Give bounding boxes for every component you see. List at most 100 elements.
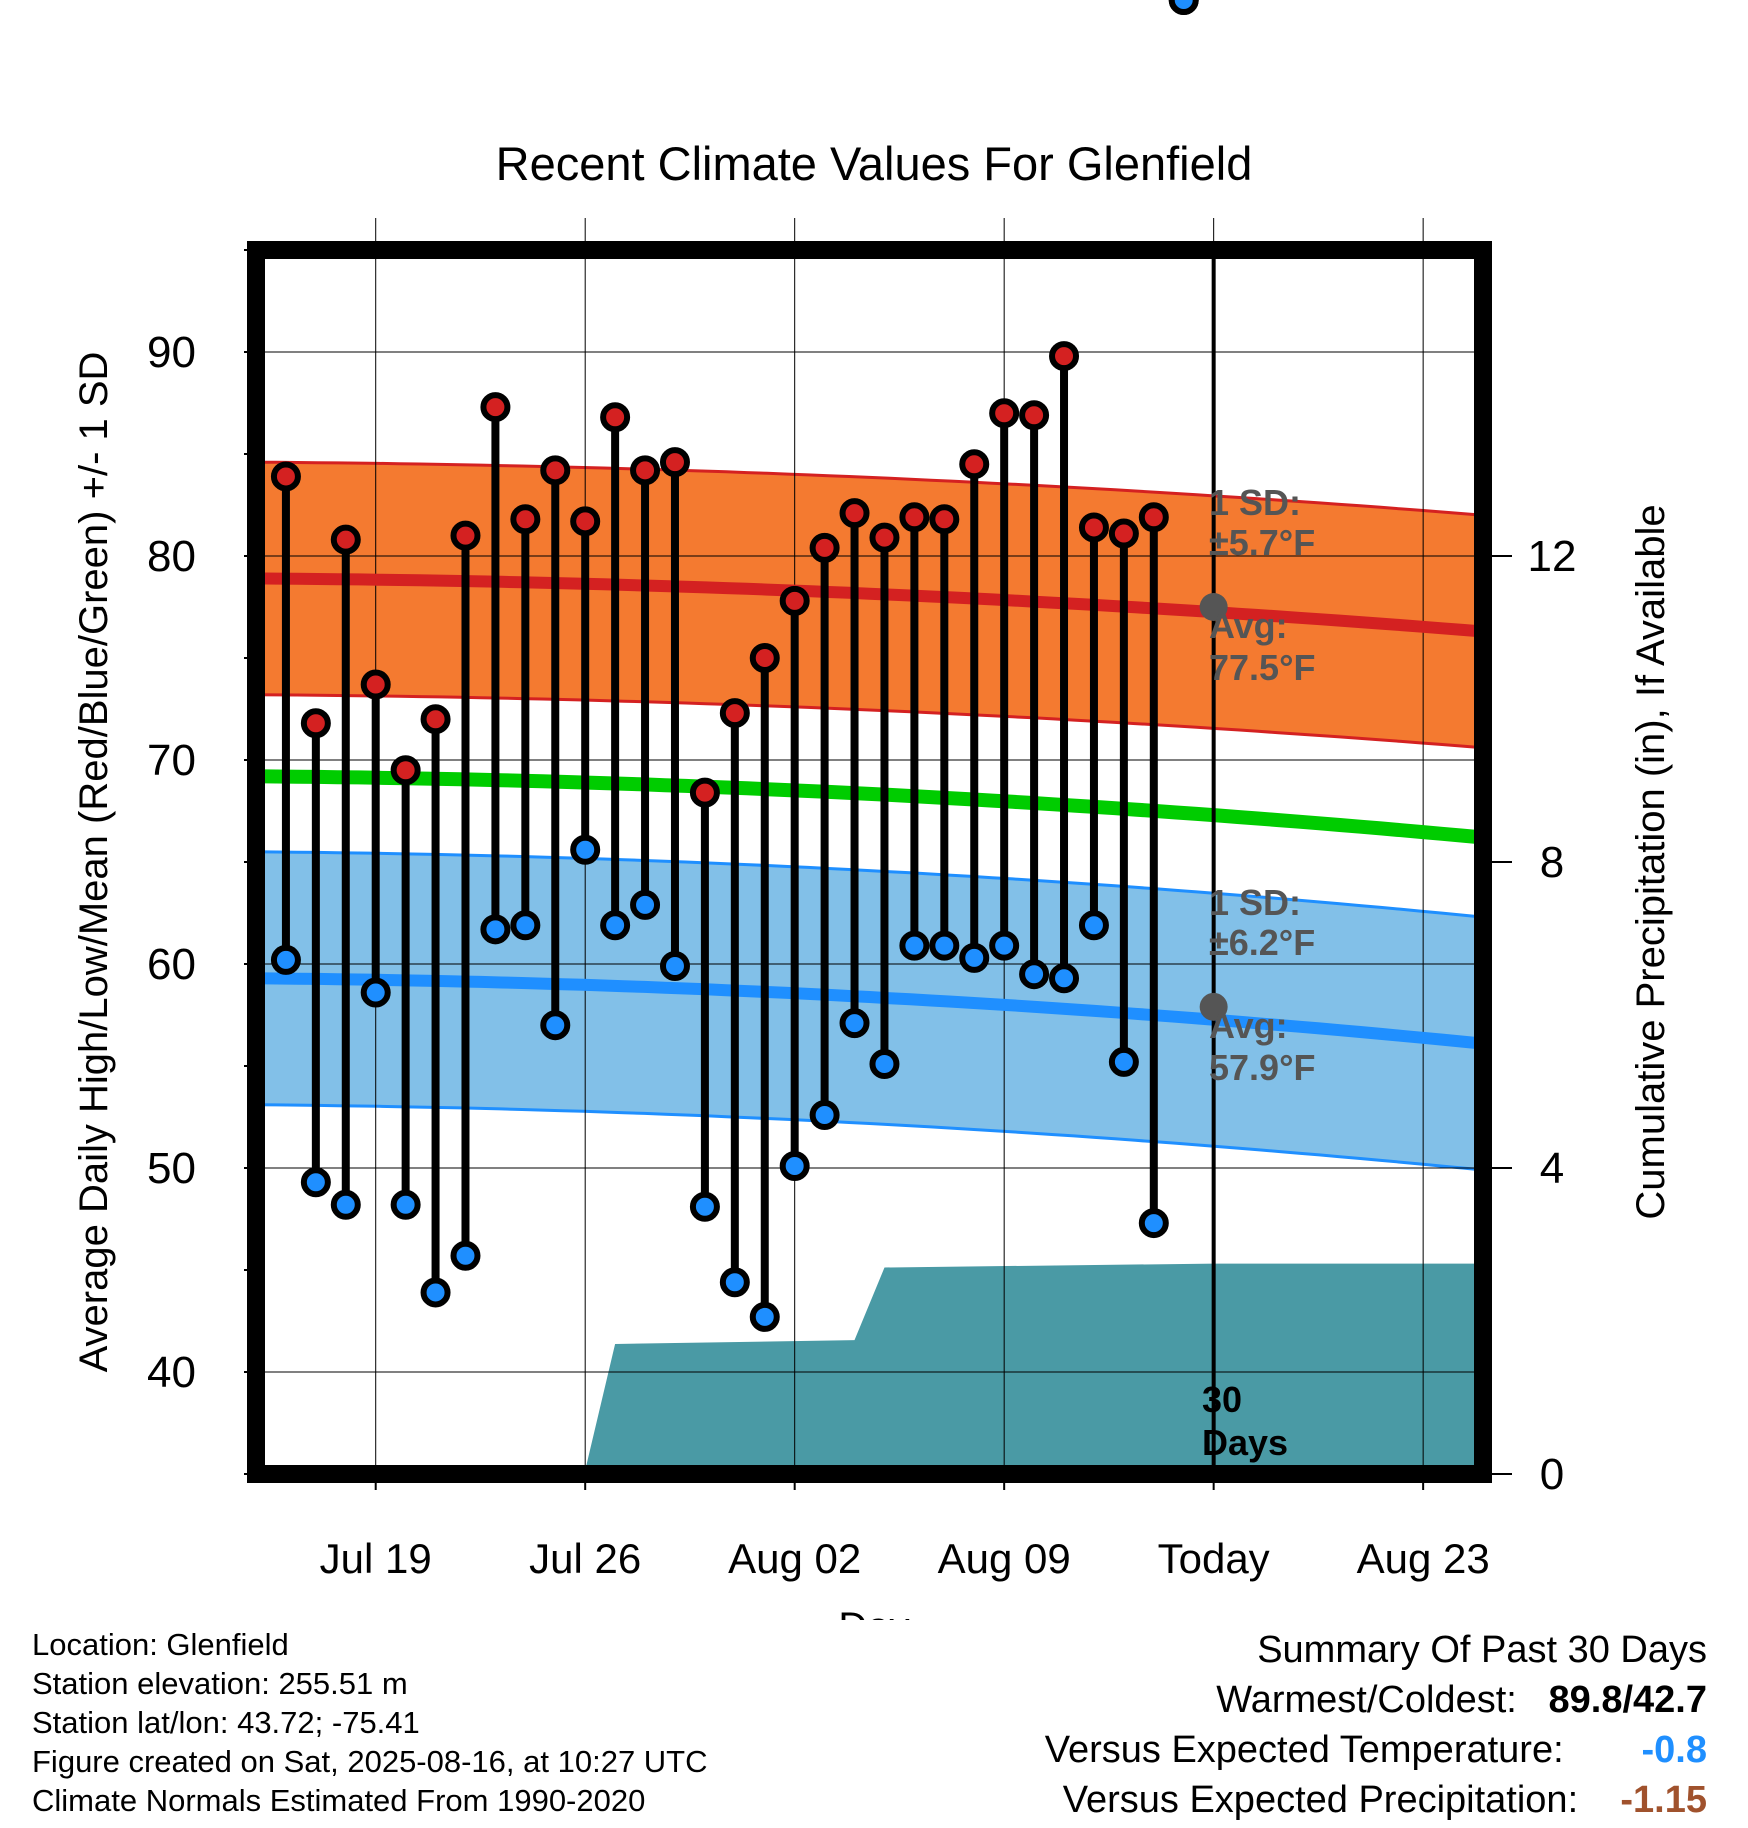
x-axis-title: Day	[838, 1605, 909, 1620]
low-avg-marker	[1199, 992, 1228, 1021]
y-tick-label: 80	[147, 532, 196, 581]
daily-low-point	[600, 910, 631, 941]
daily-low-point	[450, 1240, 481, 1271]
x-tick-label: Today	[1158, 1535, 1270, 1582]
summary-temp-label: Versus Expected Temperature:	[1044, 1729, 1564, 1771]
low-sd-label: 1 SD:	[1209, 882, 1301, 923]
y2-tick-label: 12	[1528, 532, 1577, 581]
daily-low-point	[689, 1191, 720, 1222]
daily-low-point	[330, 1189, 361, 1220]
chart-title: Recent Climate Values For Glenfield	[496, 137, 1253, 190]
daily-high-point	[1049, 341, 1080, 372]
daily-high-point	[450, 520, 481, 551]
low-sd-value: ±6.2°F	[1209, 922, 1315, 963]
low-avg-value: 57.9°F	[1209, 1047, 1315, 1088]
daily-low-point	[959, 942, 990, 973]
y-tick-label: 50	[147, 1144, 196, 1193]
daily-points	[270, 0, 1228, 1332]
daily-low-point	[809, 1099, 840, 1130]
daily-high-point	[659, 447, 690, 478]
daily-low-point	[420, 1277, 451, 1308]
daily-low-point	[510, 910, 541, 941]
daily-high-point	[630, 455, 661, 486]
daily-high-point	[989, 398, 1020, 429]
daily-low-point	[1138, 1208, 1169, 1239]
high-sd-value: ±5.7°F	[1209, 522, 1315, 563]
daily-high-point	[600, 402, 631, 433]
daily-low-point	[1168, 0, 1199, 15]
info-created: Figure created on Sat, 2025-08-16, at 10…	[32, 1744, 708, 1779]
daily-low-point	[390, 1189, 421, 1220]
high-sd-label: 1 SD:	[1209, 482, 1301, 523]
low-sd-band-lower-edge	[255, 1103, 1484, 1172]
daily-high-point	[899, 502, 930, 533]
y-tick-label: 40	[147, 1348, 196, 1397]
daily-high-point	[1078, 512, 1109, 543]
daily-low-point	[1019, 959, 1050, 990]
x-tick-label: Aug 09	[938, 1535, 1071, 1582]
info-normals: Climate Normals Estimated From 1990-2020	[32, 1783, 646, 1818]
daily-high-point	[570, 506, 601, 537]
y2-axis-title: Cumulative Precipitation (in), If Availa…	[1629, 504, 1673, 1219]
daily-low-point	[929, 930, 960, 961]
daily-high-point	[360, 669, 391, 700]
daily-low-point	[869, 1048, 900, 1079]
daily-high-point	[869, 522, 900, 553]
summary-title: Summary Of Past 30 Days	[1257, 1629, 1707, 1671]
daily-stems	[281, 356, 1158, 1317]
station-info: Location: Glenfield Station elevation: 2…	[32, 1625, 708, 1820]
daily-low-point	[570, 834, 601, 865]
daily-high-point	[1108, 518, 1139, 549]
daily-low-point	[779, 1150, 810, 1181]
info-elevation: Station elevation: 255.51 m	[32, 1666, 408, 1701]
daily-low-point	[630, 889, 661, 920]
normal-lines	[255, 258, 1484, 1474]
daily-high-point	[719, 698, 750, 729]
x-tick-label: Jul 19	[320, 1535, 432, 1582]
high-avg-label: Avg:	[1209, 605, 1288, 646]
low-sd-band-upper-edge	[255, 850, 1484, 919]
daily-low-point	[749, 1301, 780, 1332]
daily-low-point	[839, 1008, 870, 1039]
days-label-number: 30	[1202, 1379, 1242, 1420]
daily-high-point	[1019, 400, 1050, 431]
normal-high-line	[255, 572, 1484, 638]
info-latlon: Station lat/lon: 43.72; -75.41	[32, 1705, 420, 1740]
summary-temp-value: -0.8	[1641, 1729, 1707, 1771]
daily-low-point	[659, 951, 690, 982]
daily-low-point	[1078, 910, 1109, 941]
high-avg-value: 77.5°F	[1209, 647, 1315, 688]
low-avg-label: Avg:	[1209, 1005, 1288, 1046]
normal-low-line	[255, 972, 1484, 1050]
daily-low-point	[360, 977, 391, 1008]
precip-area	[256, 1263, 1483, 1474]
daily-high-point	[390, 755, 421, 786]
precip-cumulative-area	[256, 1263, 1483, 1474]
daily-high-point	[1138, 502, 1169, 533]
daily-high-point	[480, 392, 511, 423]
axes: 40 50 60 70 80 90 0 4 8 12 Jul 19 Jul 26 Aug 02 Aug 0…	[72, 249, 1673, 1620]
daily-high-point	[300, 708, 331, 739]
daily-high-point	[689, 777, 720, 808]
y-tick-label: 90	[147, 328, 196, 377]
daily-high-point	[510, 504, 541, 535]
climate-chart: Recent Climate Values For Glenfield 40 50…	[72, 0, 1673, 1620]
daily-high-point	[839, 498, 870, 529]
x-tick-label: Aug 02	[728, 1535, 861, 1582]
summary-warmest-value: 89.8/42.7	[1548, 1679, 1707, 1721]
high-sd-band-upper-edge	[255, 460, 1484, 517]
daily-high-point	[959, 449, 990, 480]
daily-high-point	[749, 643, 780, 673]
summary-temp-row: Versus Expected Temperature: -0.8	[1045, 1725, 1707, 1775]
x-tick-label: Jul 26	[529, 1535, 641, 1582]
y2-tick-label: 0	[1540, 1450, 1564, 1499]
y2-tick-label: 8	[1540, 838, 1564, 887]
daily-low-point	[540, 1010, 571, 1041]
summary-warmest-label: Warmest/Coldest:	[1216, 1679, 1517, 1721]
x-tick-label: Aug 23	[1357, 1535, 1490, 1582]
daily-low-point	[300, 1167, 331, 1198]
summary-precip-value: -1.15	[1620, 1779, 1707, 1821]
summary-warmest-row: Warmest/Coldest: 89.8/42.7	[1045, 1675, 1707, 1725]
daily-low-point	[899, 930, 930, 961]
